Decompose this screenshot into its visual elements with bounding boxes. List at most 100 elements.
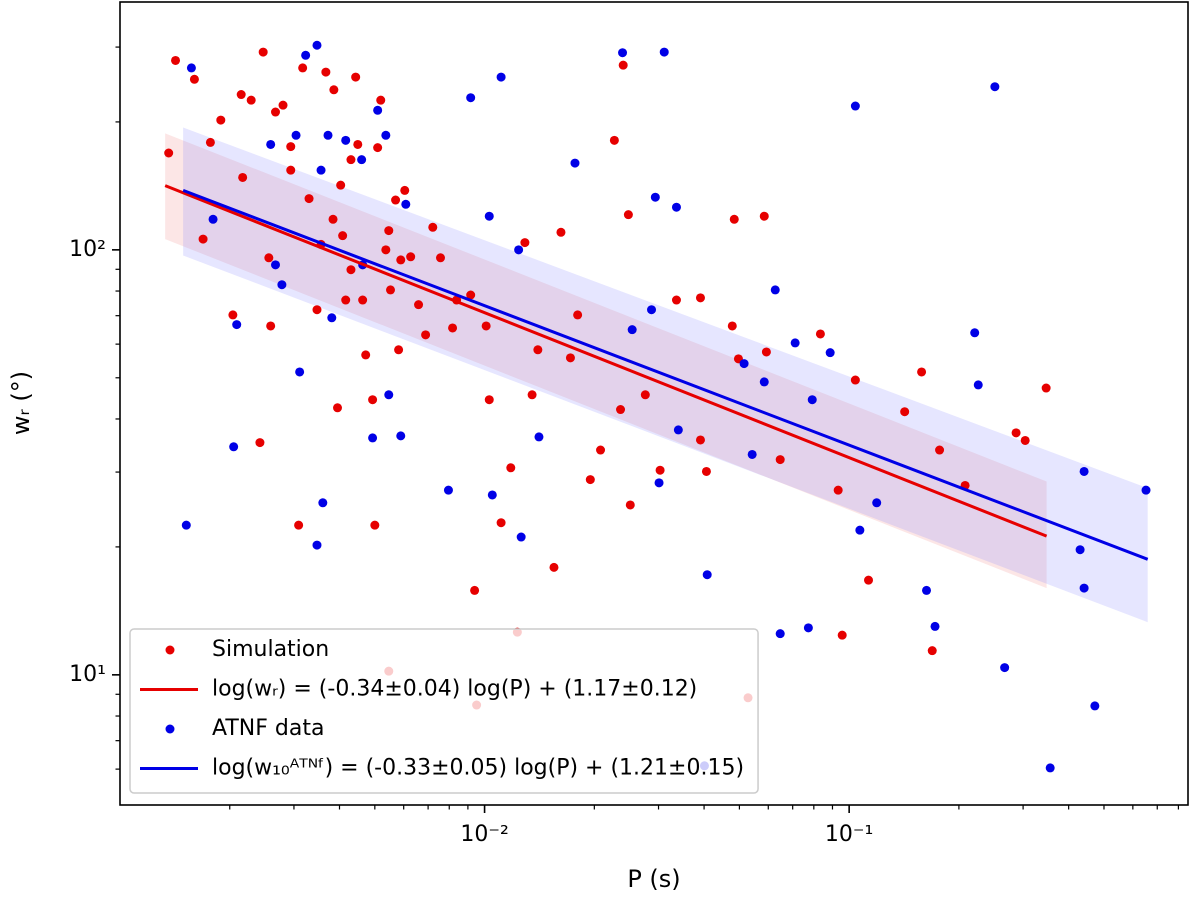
scatter-point — [384, 390, 394, 400]
scatter-point — [570, 158, 580, 168]
scatter-point — [373, 143, 383, 153]
scatter-point — [807, 395, 817, 405]
legend-marker — [165, 645, 175, 655]
scatter-point — [627, 325, 637, 335]
scatter-point — [775, 455, 785, 465]
y-tick-label: 10¹ — [69, 662, 106, 687]
scatter-point — [270, 107, 280, 117]
scatter-point — [850, 101, 860, 111]
scatter-point — [640, 390, 650, 400]
scatter-point — [394, 345, 404, 355]
y-tick-label: 10² — [69, 237, 106, 262]
legend-label: log(wᵣ) = (-0.34±0.04) log(P) + (1.17±0.… — [212, 677, 697, 702]
scatter-point — [208, 214, 218, 224]
scatter-point — [346, 265, 356, 275]
scatter-point — [625, 500, 635, 510]
scatter-point — [1090, 701, 1100, 711]
x-tick-label: 10⁻¹ — [825, 822, 873, 847]
scatter-point — [286, 142, 296, 152]
scatter-point — [236, 90, 246, 100]
scatter-point — [406, 252, 416, 262]
scatter-point — [481, 321, 491, 331]
scatter-point — [205, 137, 215, 147]
scatter-point — [1041, 383, 1051, 393]
scatter-point — [759, 211, 769, 221]
scatter-point — [650, 192, 660, 202]
scatter-point — [673, 425, 683, 435]
scatter-point — [747, 449, 757, 459]
scatter-point — [514, 245, 524, 255]
scatter-point — [391, 195, 401, 205]
scatter-point — [695, 435, 705, 445]
scatter-point — [435, 253, 445, 263]
scatter-point — [312, 40, 322, 50]
scatter-point — [286, 165, 296, 175]
scatter-point — [216, 115, 226, 125]
scatter-point — [414, 300, 424, 310]
scatter-point — [428, 222, 438, 232]
scatter-point — [484, 395, 494, 405]
scatter-point — [917, 367, 927, 377]
scatter-point — [266, 139, 276, 149]
data-layer — [164, 40, 1151, 773]
scatter-point — [266, 321, 276, 331]
scatter-point — [329, 85, 339, 95]
scatter-point — [647, 305, 657, 315]
scatter-point — [294, 520, 304, 530]
scatter-point — [496, 518, 506, 528]
scatter-point — [565, 353, 575, 363]
scatter-point — [761, 347, 771, 357]
scatter-point — [900, 407, 910, 417]
scatter-point — [759, 377, 769, 387]
scatter-point — [973, 380, 983, 390]
scatter-point — [198, 234, 208, 244]
scatter-point — [164, 148, 174, 158]
scatter-point — [775, 629, 785, 639]
scatter-point — [358, 295, 368, 305]
legend-label: ATNF data — [212, 716, 324, 741]
scatter-point — [346, 155, 356, 165]
scatter-point — [376, 95, 386, 105]
scatter-point — [618, 60, 628, 70]
scatter-point — [270, 260, 280, 270]
scatter-point — [238, 172, 248, 182]
scatter-point — [1020, 435, 1030, 445]
scatter-point — [316, 165, 326, 175]
scatter-point — [181, 520, 191, 530]
scatter-point — [927, 646, 937, 656]
legend-box — [129, 628, 759, 794]
scatter-point — [520, 238, 530, 248]
scatter-point — [585, 475, 595, 485]
scatter-point — [327, 313, 337, 323]
scatter-point — [815, 329, 825, 339]
scatter-point — [1079, 583, 1089, 593]
scatter-point — [353, 139, 363, 149]
scatter-point — [833, 485, 843, 495]
scatter-point — [470, 585, 480, 595]
scatter-point — [695, 293, 705, 303]
scatter-point — [659, 47, 669, 57]
scatter-point — [291, 130, 301, 140]
scatter-point — [1000, 663, 1010, 673]
x-axis-label: P (s) — [627, 865, 680, 893]
scatter-point — [922, 585, 932, 595]
scatter-point — [400, 185, 410, 195]
legend-label: Simulation — [212, 637, 329, 662]
fit-line — [182, 189, 1149, 561]
scatter-point — [803, 623, 813, 633]
scatter-point — [573, 310, 583, 320]
scatter-point — [671, 202, 681, 212]
scatter-point — [727, 321, 737, 331]
scatter-point — [616, 405, 626, 415]
scatter-point — [277, 280, 287, 290]
scatter-point — [333, 403, 343, 413]
axes-frame — [119, 1, 1189, 806]
scatter-point — [864, 575, 874, 585]
scatter-point — [171, 55, 181, 65]
scatter-point — [304, 194, 314, 204]
scatter-point — [396, 255, 406, 265]
scatter-point — [361, 350, 371, 360]
scatter-point — [341, 295, 351, 305]
scatter-point — [970, 328, 980, 338]
scatter-point — [323, 130, 333, 140]
